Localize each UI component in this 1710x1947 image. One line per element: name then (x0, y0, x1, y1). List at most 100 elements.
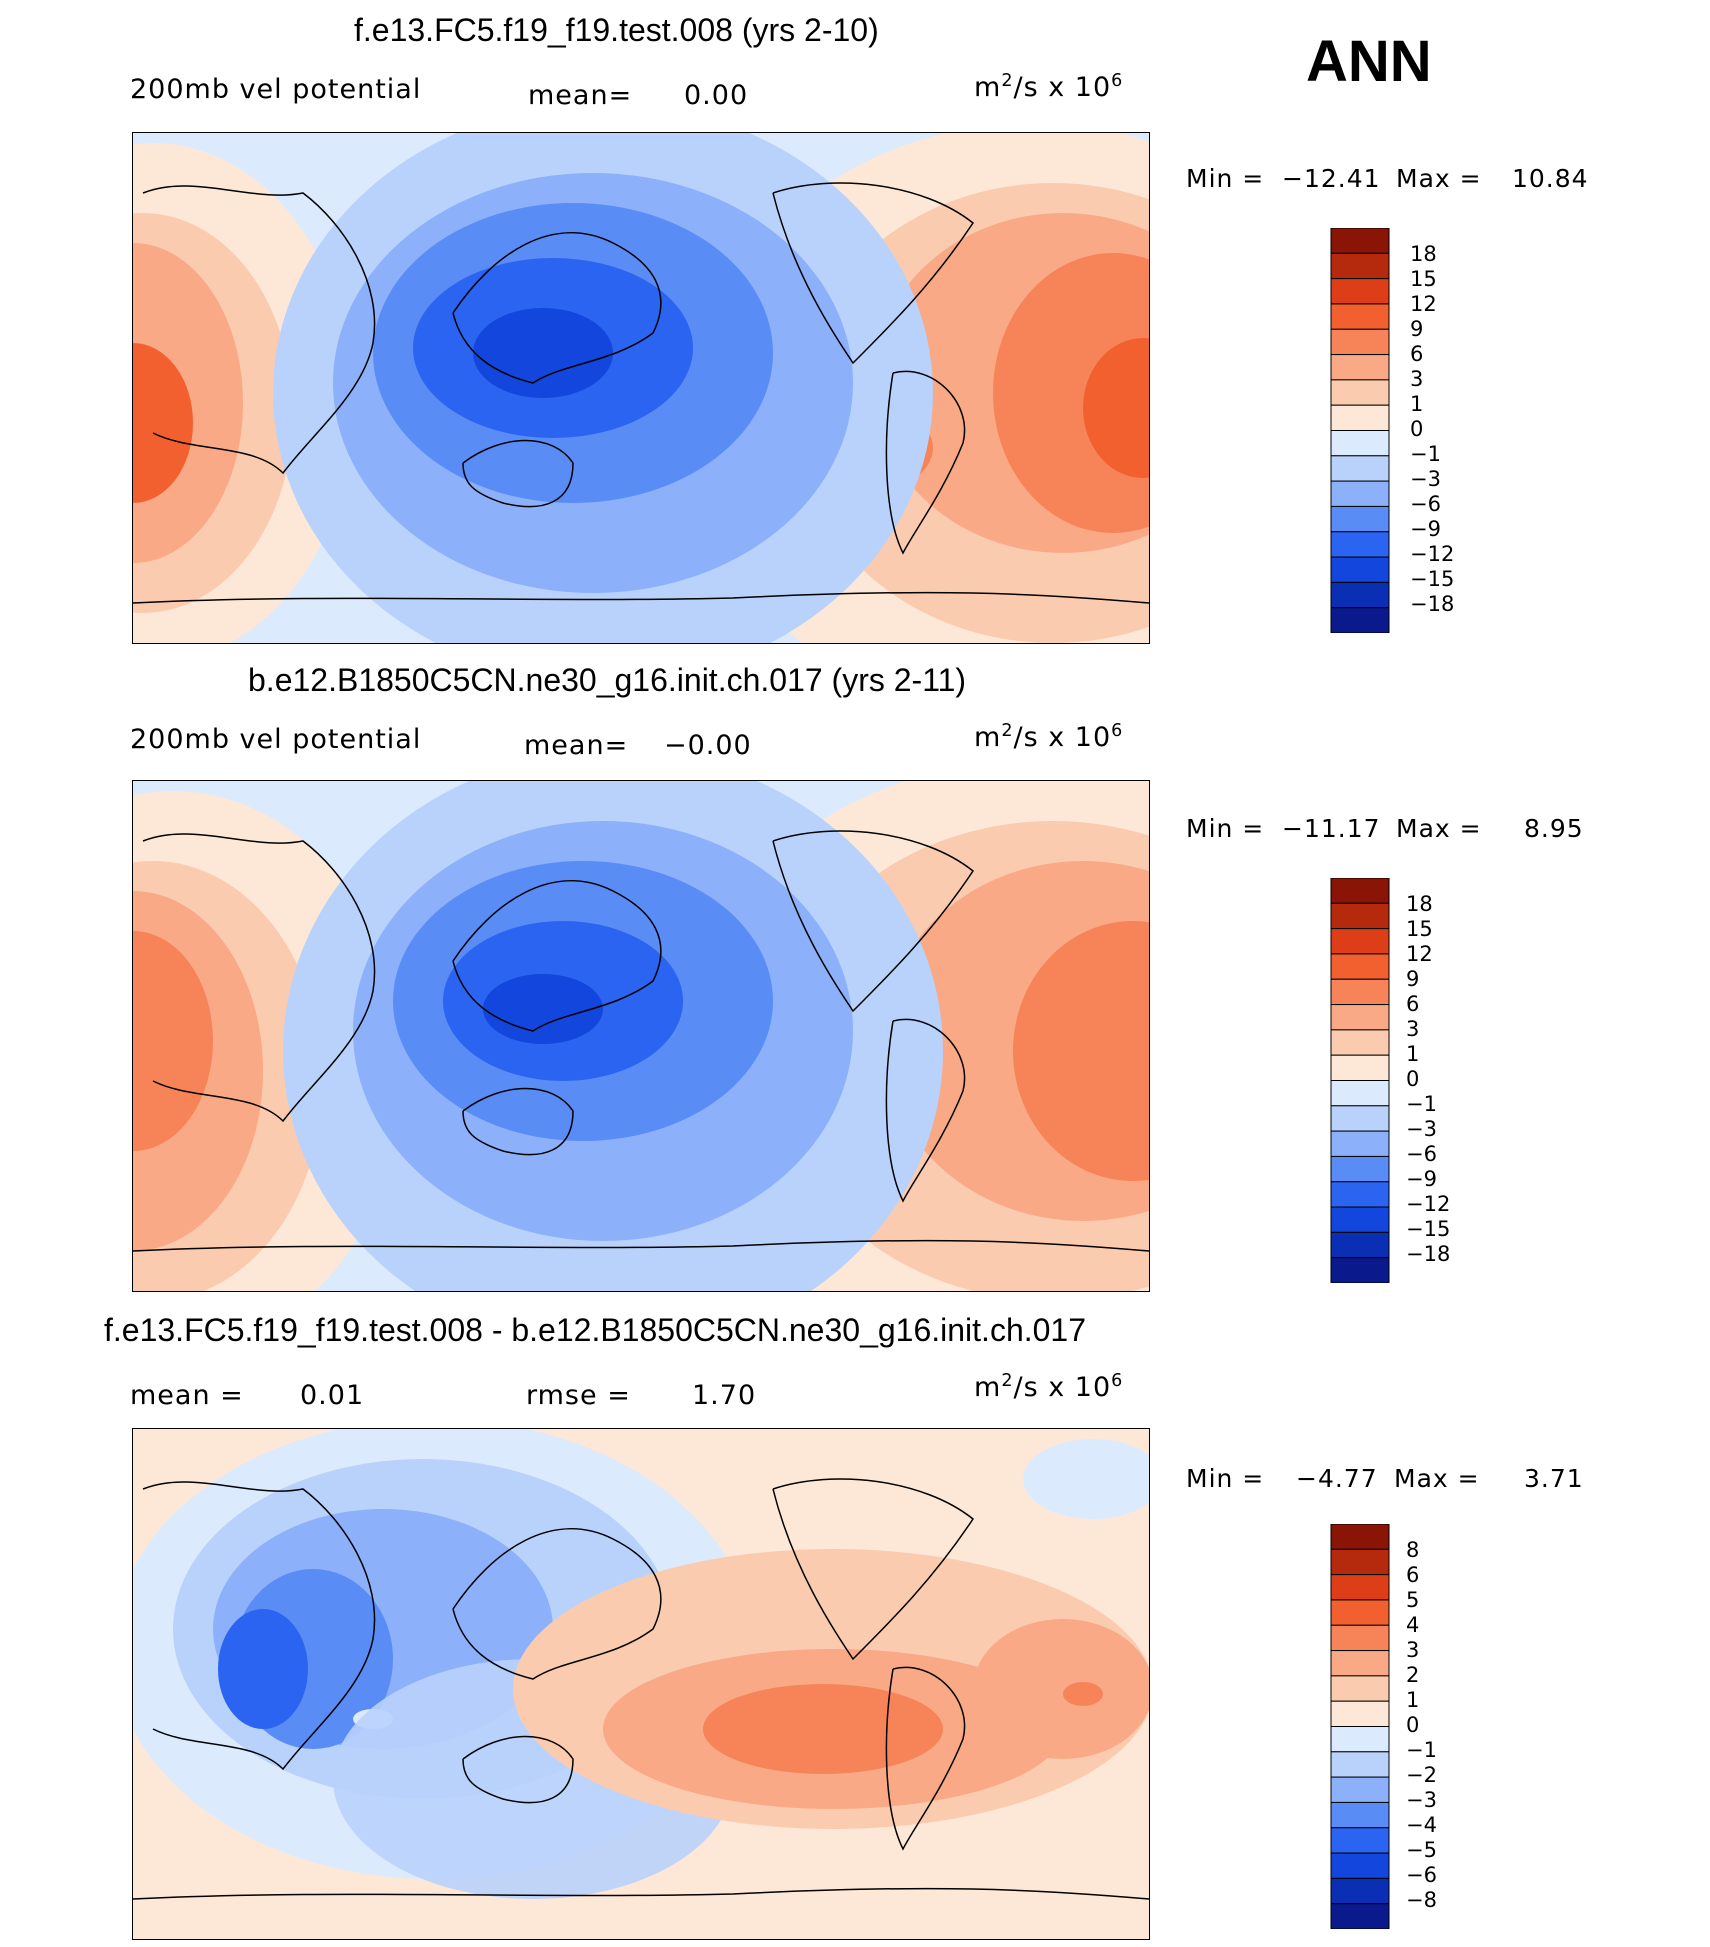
panel2-cbar-label: 6 (1406, 992, 1420, 1016)
colorbar-swatch (1330, 1852, 1390, 1879)
colorbar-swatch (1330, 1700, 1390, 1727)
colorbar-swatch (1330, 1650, 1390, 1677)
panel3-mean-label: mean = (130, 1380, 244, 1411)
panel3-map (132, 1428, 1150, 1940)
colorbar-swatch (1330, 1548, 1390, 1576)
colorbar-swatch (1330, 252, 1390, 280)
colorbar-swatch (1330, 1181, 1390, 1208)
panel3-cbar-label: −4 (1406, 1813, 1437, 1837)
panel2-cbar-label: 0 (1406, 1067, 1420, 1091)
colorbar-swatch (1330, 1675, 1390, 1702)
colorbar-swatch (1330, 1751, 1390, 1778)
panel3-cbar-label: 4 (1406, 1613, 1420, 1637)
colorbar-swatch (1330, 303, 1390, 330)
panel2-cbar-label: 12 (1406, 942, 1433, 966)
panel1-cbar-label: −1 (1410, 442, 1441, 466)
panel2-variable-label: 200mb vel potential (130, 724, 422, 755)
panel3-colorbar (1330, 1523, 1392, 1934)
panel3-units: m2/s x 106 (974, 1371, 1124, 1403)
panel1-max-label: Max = (1396, 164, 1482, 193)
panel3-cbar-label: 3 (1406, 1638, 1420, 1662)
panel2-cbar-label: −9 (1406, 1167, 1437, 1191)
colorbar-swatch (1330, 1574, 1390, 1601)
colorbar-swatch (1330, 328, 1390, 356)
colorbar-swatch (1330, 404, 1390, 431)
panel2-mean-value: −0.00 (664, 730, 752, 761)
panel1-cbar-label: −9 (1410, 517, 1441, 541)
panel2-cbar-label: 1 (1406, 1042, 1420, 1066)
colorbar-swatch (1330, 1029, 1390, 1056)
colorbar-swatch (1330, 556, 1390, 583)
panel2-min-label: Min = (1186, 814, 1265, 843)
colorbar-swatch (1330, 928, 1390, 955)
colorbar-swatch (1330, 1206, 1390, 1233)
colorbar-swatch (1330, 1231, 1390, 1259)
panel3-cbar-label: −5 (1406, 1838, 1437, 1862)
colorbar-swatch (1330, 1624, 1390, 1652)
colorbar-swatch (1330, 531, 1390, 558)
colorbar-swatch (1330, 278, 1390, 305)
season-label: ANN (1306, 29, 1432, 94)
panel3-max-label: Max = (1394, 1464, 1480, 1493)
panel3-cbar-label: 8 (1406, 1538, 1420, 1562)
colorbar-swatch (1330, 1776, 1390, 1803)
colorbar-swatch (1330, 1877, 1390, 1905)
colorbar-swatch (1330, 227, 1390, 254)
colorbar-swatch (1330, 953, 1390, 980)
colorbar-swatch (1330, 354, 1390, 381)
colorbar-swatch (1330, 1054, 1390, 1081)
panel3-mean-value: 0.01 (300, 1380, 365, 1411)
panel1-cbar-label: 6 (1410, 342, 1424, 366)
panel2-colorbar-swatches (1330, 877, 1390, 1284)
panel3-cbar-label: −8 (1406, 1888, 1437, 1912)
panel1-cbar-label: 18 (1410, 242, 1437, 266)
panel1-cbar-label: 12 (1410, 292, 1437, 316)
panel1-title: f.e13.FC5.f19_f19.test.008 (yrs 2-10) (354, 12, 879, 48)
panel3-cbar-label: −3 (1406, 1788, 1437, 1812)
panel2-max-value: 8.95 (1524, 814, 1584, 843)
panel1-map (132, 132, 1150, 644)
panel3-cbar-label: 2 (1406, 1663, 1420, 1687)
colorbar-swatch (1330, 505, 1390, 533)
panel1-min-value: −12.41 (1282, 164, 1381, 193)
colorbar-swatch (1330, 1130, 1390, 1157)
colorbar-swatch (1330, 1155, 1390, 1183)
panel2-units: m2/s x 106 (974, 721, 1124, 753)
panel2-cbar-label: −3 (1406, 1117, 1437, 1141)
panel1-cbar-label: −18 (1410, 592, 1455, 616)
colorbar-swatch (1330, 1801, 1390, 1829)
panel3-min-label: Min = (1186, 1464, 1265, 1493)
colorbar-swatch (1330, 430, 1390, 457)
panel2-cbar-label: 15 (1406, 917, 1433, 941)
panel2-cbar-label: −18 (1406, 1242, 1451, 1266)
panel1-colorbar (1330, 227, 1392, 638)
panel3-title: f.e13.FC5.f19_f19.test.008 - b.e12.B1850… (104, 1312, 1087, 1348)
panel1-units: m2/s x 106 (974, 71, 1124, 103)
panel3-min-value: −4.77 (1296, 1464, 1378, 1493)
panel1-cbar-label: −12 (1410, 542, 1455, 566)
panel2-cbar-label: −6 (1406, 1142, 1437, 1166)
colorbar-swatch (1330, 581, 1390, 609)
colorbar-swatch (1330, 455, 1390, 482)
panel2-cbar-label: 9 (1406, 967, 1420, 991)
panel1-cbar-label: −3 (1410, 467, 1441, 491)
panel2-cbar-label: −15 (1406, 1217, 1451, 1241)
panel1-cbar-label: −15 (1410, 567, 1455, 591)
colorbar-swatch (1330, 1080, 1390, 1107)
panel1-colorbar-swatches (1330, 227, 1390, 634)
colorbar-swatch (1330, 1523, 1390, 1550)
colorbar-swatch (1330, 1004, 1390, 1031)
colorbar-swatch (1330, 480, 1390, 507)
panel2-map (132, 780, 1150, 1292)
panel1-cbar-label: −6 (1410, 492, 1441, 516)
panel3-rmse-value: 1.70 (692, 1380, 757, 1411)
panel1-mean-label: mean= (528, 80, 633, 111)
panel1-cbar-label: 3 (1410, 367, 1424, 391)
panel2-colorbar-labels: 18 15 12 9 6 3 1 0 −1 −3 −6 −9 −12 −15 −… (1406, 878, 1486, 1283)
panel1-max-value: 10.84 (1512, 164, 1589, 193)
panel3-cbar-label: 5 (1406, 1588, 1420, 1612)
panel3-cbar-label: −6 (1406, 1863, 1437, 1887)
panel3-colorbar-labels: 8 6 5 4 3 2 1 0 −1 −2 −3 −4 −5 −6 −8 (1406, 1524, 1486, 1929)
panel2-min-value: −11.17 (1282, 814, 1381, 843)
panel3-rmse-label: rmse = (526, 1380, 631, 1411)
